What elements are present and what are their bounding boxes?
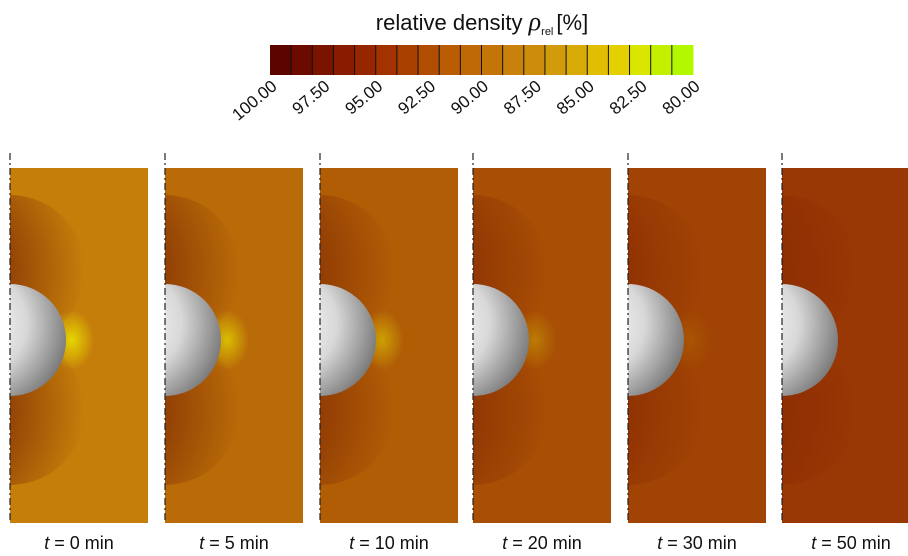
panel-field — [0, 168, 148, 523]
colorbar-segment — [312, 45, 334, 75]
colorbar-segment — [524, 45, 546, 75]
panel-label: t= 50 min — [811, 533, 891, 553]
panel-label: t= 20 min — [502, 533, 582, 553]
time-value: = 30 min — [667, 533, 737, 553]
colorbar-segment — [566, 45, 588, 75]
colorbar-segment — [672, 45, 694, 75]
colorbar-segment — [651, 45, 673, 75]
time-variable: t — [44, 533, 50, 553]
time-variable: t — [199, 533, 205, 553]
colorbar-tick-label: 92.50 — [394, 77, 439, 119]
colorbar-segment — [608, 45, 630, 75]
panel-label: t= 30 min — [657, 533, 737, 553]
colorbar-segment — [545, 45, 567, 75]
panel-label: t= 10 min — [349, 533, 429, 553]
colorbar-segment — [630, 45, 652, 75]
panel: t= 0 min — [0, 153, 148, 553]
time-value: = 50 min — [821, 533, 891, 553]
colorbar-segment — [587, 45, 609, 75]
time-value: = 0 min — [54, 533, 114, 553]
colorbar-title: relative density ρrel[%] — [376, 7, 588, 38]
time-value: = 10 min — [359, 533, 429, 553]
colorbar-tick-label: 90.00 — [447, 77, 492, 119]
colorbar-segment — [482, 45, 504, 75]
time-value: = 5 min — [209, 533, 269, 553]
colorbar-segment — [418, 45, 440, 75]
colorbar-tick-label: 82.50 — [606, 77, 651, 119]
colorbar-segment — [397, 45, 419, 75]
colorbar-segment — [503, 45, 525, 75]
colorbar-tick-label: 100.00 — [229, 77, 281, 125]
colorbar-segment — [376, 45, 398, 75]
colorbar-segment — [270, 45, 292, 75]
colorbar-segment — [291, 45, 313, 75]
time-value: = 20 min — [512, 533, 582, 553]
colorbar-segment — [355, 45, 377, 75]
colorbar-segment — [439, 45, 461, 75]
colorbar-tick-label: 87.50 — [500, 77, 545, 119]
colorbar-tick-label: 97.50 — [289, 77, 334, 119]
colorbar-segment — [333, 45, 355, 75]
time-variable: t — [349, 533, 355, 553]
figure: relative density ρrel[%] 100.0097.5095.0… — [0, 0, 908, 556]
time-variable: t — [502, 533, 508, 553]
colorbar-tick-label: 80.00 — [659, 77, 704, 119]
panel-label: t= 5 min — [199, 533, 269, 553]
panel-label: t= 0 min — [44, 533, 114, 553]
colorbar-tick-label: 95.00 — [342, 77, 387, 119]
colorbar-tick-label: 85.00 — [553, 77, 598, 119]
time-variable: t — [811, 533, 817, 553]
time-variable: t — [657, 533, 663, 553]
colorbar-segment — [460, 45, 482, 75]
